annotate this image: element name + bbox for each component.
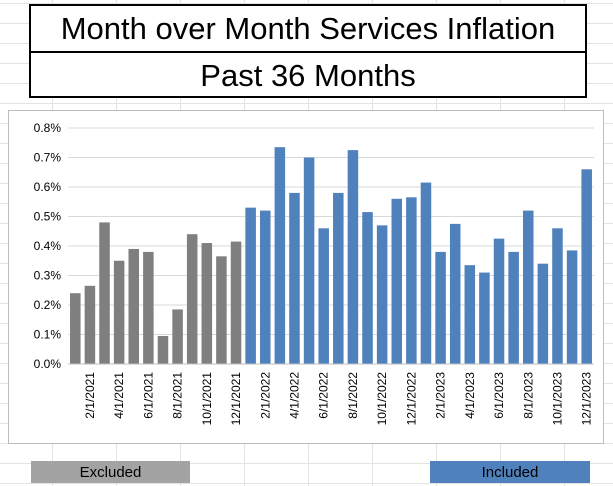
bar [479,272,490,364]
bar [70,293,81,364]
bar [84,285,96,364]
y-tick-label: 0.3% [34,269,62,283]
bar [347,150,359,364]
y-tick-label: 0.2% [34,298,62,312]
bar [522,210,534,364]
x-tick-label: 4/1/2023 [463,372,477,419]
bar [245,207,256,364]
bar [362,212,373,364]
bar [464,265,476,364]
y-tick-label: 0.0% [34,357,62,371]
x-tick-label: 12/1/2021 [229,372,243,426]
bar [201,243,213,364]
bar [318,228,329,364]
bar [289,192,300,364]
bar [216,256,227,364]
bar [157,335,169,364]
x-tick-label: 6/1/2023 [492,372,506,419]
bar [566,250,578,364]
bar [113,260,125,364]
bar [376,225,388,364]
bar [420,182,432,364]
x-tick-label: 12/1/2023 [580,372,594,426]
bar [143,251,154,364]
bar [230,241,242,364]
x-tick-label: 8/1/2023 [521,372,535,419]
bar [259,210,271,364]
x-tick-label: 8/1/2022 [346,372,360,419]
legend-included: Included [430,461,590,483]
y-tick-label: 0.4% [34,239,62,253]
bar [391,198,403,364]
x-tick-label: 2/1/2022 [258,372,272,419]
x-tick-label: 12/1/2022 [404,372,418,426]
bar [128,248,140,364]
bar [333,192,344,364]
y-tick-label: 0.1% [34,328,62,342]
bar [406,197,417,364]
x-tick-label: 10/1/2023 [550,372,564,426]
bar [186,234,198,364]
y-tick-label: 0.6% [34,180,62,194]
legend-excluded-label: Excluded [79,463,142,481]
chart-subtitle: Past 36 Months [200,57,416,93]
x-tick-label: 10/1/2021 [200,372,214,426]
bar [537,263,549,364]
x-tick-label: 10/1/2022 [375,372,389,426]
legend-included-label: Included [481,463,539,481]
y-tick-label: 0.7% [34,151,62,165]
bar [274,147,286,364]
bar [552,228,563,364]
x-tick-label: 6/1/2022 [317,372,331,419]
x-tick-label: 4/1/2021 [112,372,126,419]
chart-area[interactable]: 0.0% 0.1% 0.2% 0.3% 0.4% 0.5% 0.6% 0.7% 0.8% 2/1/… [8,110,604,444]
y-tick-label: 0.8% [34,121,62,135]
bar-chart: 0.0% 0.1% 0.2% 0.3% 0.4% 0.5% 0.6% 0.7% 0.8% 2/1/… [34,121,594,426]
x-tick-label: 2/1/2021 [83,372,97,419]
bar [493,238,505,364]
bar [508,251,519,364]
chart-title-box: Month over Month Services Inflation Past… [29,4,587,98]
x-tick-label: 2/1/2023 [434,372,448,419]
bar [172,309,183,364]
x-tick-label: 8/1/2021 [171,372,185,419]
bar [303,157,315,364]
x-tick-label: 6/1/2021 [141,372,155,419]
bar [435,251,446,364]
x-tick-label: 4/1/2022 [287,372,301,419]
y-tick-label: 0.5% [34,210,62,224]
bar [99,222,110,364]
bar [581,169,592,364]
legend-excluded: Excluded [31,461,190,483]
bar [449,223,461,364]
chart-title: Month over Month Services Inflation [31,6,585,53]
